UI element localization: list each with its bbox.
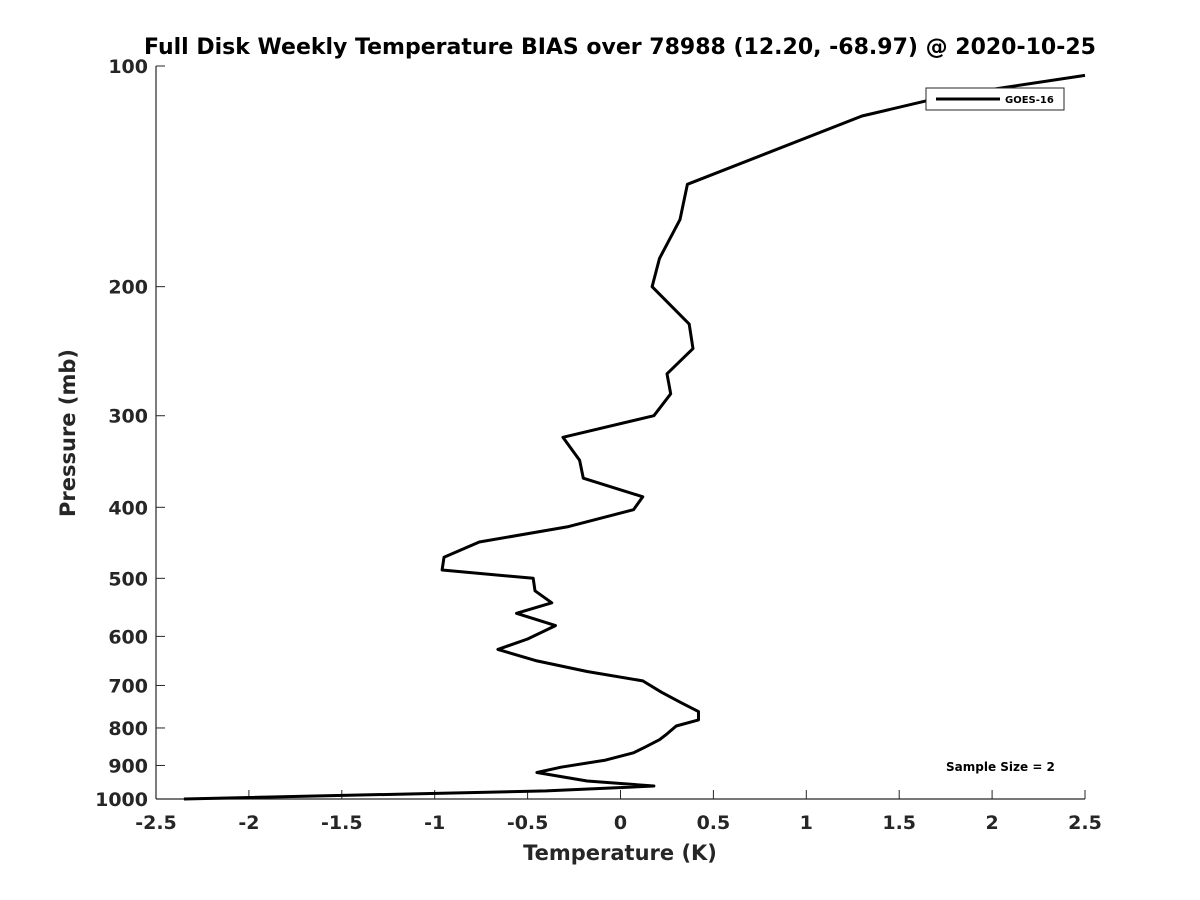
x-tick-label: -2 <box>238 812 259 834</box>
x-tick-label: 1 <box>800 812 813 834</box>
y-tick-label: 100 <box>108 56 148 78</box>
x-tick-label: -1.5 <box>321 812 363 834</box>
chart-title: Full Disk Weekly Temperature BIAS over 7… <box>144 35 1096 60</box>
x-tick-label: 0.5 <box>697 812 731 834</box>
x-tick-label: -0.5 <box>507 812 549 834</box>
x-tick-label: -2.5 <box>135 812 177 834</box>
legend: GOES-16 <box>925 87 1065 111</box>
y-tick-label: 1000 <box>95 789 148 811</box>
y-tick-label: 800 <box>108 718 148 740</box>
x-axis-ticks: -2.5 -2 -1.5 -1 -0.5 0 0.5 1 1.5 2 2.5 <box>135 790 1102 834</box>
legend-label-goes-16: GOES-16 <box>1005 95 1054 106</box>
x-tick-label: 1.5 <box>882 812 916 834</box>
series-line-goes-16 <box>183 73 1086 801</box>
y-tick-label: 500 <box>108 568 148 590</box>
y-axis-ticks: 100 200 300 400 500 600 700 800 900 1000 <box>95 56 165 811</box>
y-tick-label: 600 <box>108 626 148 648</box>
y-tick-label: 200 <box>108 277 148 299</box>
x-tick-label: -1 <box>424 812 445 834</box>
axes-frame <box>155 66 1085 800</box>
x-tick-label: 2 <box>985 812 998 834</box>
y-tick-label: 900 <box>108 755 148 777</box>
x-tick-label: 2.5 <box>1068 812 1102 834</box>
sample-size-annotation: Sample Size = 2 <box>946 760 1055 774</box>
y-axis-label: Pressure (mb) <box>56 349 80 517</box>
x-axis-label: Temperature (K) <box>523 841 717 865</box>
y-tick-label: 400 <box>108 497 148 519</box>
y-tick-label: 300 <box>108 406 148 428</box>
series-layer <box>183 73 1086 801</box>
x-tick-label: 0 <box>614 812 627 834</box>
y-tick-label: 700 <box>108 675 148 697</box>
